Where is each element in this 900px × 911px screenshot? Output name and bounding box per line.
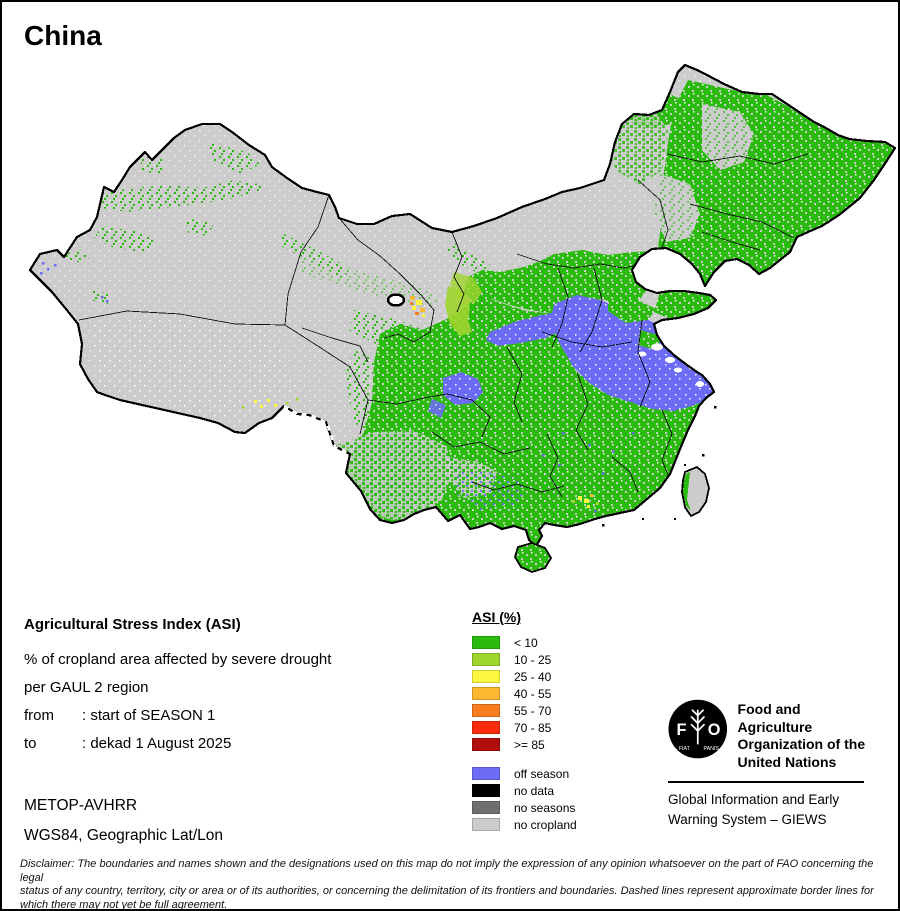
ne-gray-speckle [702, 104, 754, 170]
period-to-row: to : dekad 1 August 2025 [24, 730, 331, 758]
legend-extra-swatch [472, 767, 500, 780]
asi-class-swatch [472, 636, 500, 649]
asi-description-line2: per GAUL 2 region [24, 679, 149, 696]
asi-class-row: >= 85 [472, 736, 577, 753]
hetao-sparse [446, 240, 490, 274]
fao-motto-fiat: FIAT [679, 746, 691, 752]
asi-class-row: 25 - 40 [472, 668, 577, 685]
jilin-gray-speckle [654, 174, 700, 242]
fao-logo-letter-f: F [676, 721, 686, 739]
fao-motto-panis: PANIS [704, 746, 720, 752]
page-title: China [24, 20, 102, 51]
coastal-islands [602, 406, 717, 527]
guangdong-stress-dots [572, 494, 599, 508]
asi-class-label: 40 - 55 [514, 686, 552, 701]
asi-class-row: 40 - 55 [472, 685, 577, 702]
china-asi-map [28, 63, 897, 573]
asi-class-swatch [472, 738, 500, 751]
west-sichuan-sparse [346, 350, 376, 434]
asi-class-label: >= 85 [514, 737, 545, 752]
giews-line1: Global Information and Early [668, 792, 840, 807]
asi-class-swatch [472, 721, 500, 734]
legend-extras: off season no data no seasons no cropland [472, 765, 577, 833]
legend-extra-swatch [472, 818, 500, 831]
hainan-island [514, 542, 552, 573]
to-label: to [24, 735, 37, 752]
jiaodong-green [654, 292, 716, 318]
gansu-stress-cluster [410, 296, 425, 317]
legend-extra-row: no seasons [472, 799, 577, 816]
asi-class-row: 70 - 85 [472, 719, 577, 736]
shandong-hills-green [608, 296, 656, 323]
legend-extra-row: off season [472, 765, 577, 782]
giews-line2: Warning System – GIEWS [668, 811, 827, 827]
legend-classes: < 10 10 - 25 25 - 40 40 - 55 55 - 70 70 - 85 >… [472, 634, 577, 753]
kashgar-blue-dots [40, 262, 109, 303]
fao-logo-letter-o: O [708, 721, 721, 739]
ningxia-light-green [450, 272, 482, 304]
dashed-border-segment [283, 404, 351, 456]
asi-class-label: < 10 [514, 635, 538, 650]
fao-name-line2: Organization of the [737, 736, 866, 752]
map-info-block: Agricultural Stress Index (ASI) % of cro… [24, 616, 331, 758]
tibet-stress-dots [242, 398, 299, 409]
ne-sichuan-blue [443, 372, 483, 405]
fao-name: Food and Agriculture Organization of the… [738, 698, 873, 771]
from-value: : start of SEASON 1 [82, 707, 216, 724]
legend-extra-label: no cropland [514, 817, 577, 832]
region-northeast-green [658, 80, 895, 288]
fao-block: F O FIAT PANIS Food and Agriculture Orga… [668, 698, 873, 829]
legend-extra-row: no cropland [472, 816, 577, 833]
asi-class-row: < 10 [472, 634, 577, 651]
projection-name: WGS84, Geographic Lat/Lon [24, 827, 224, 844]
asi-class-swatch [472, 704, 500, 717]
wheat-icon [690, 709, 706, 745]
legend-extra-label: no seasons [514, 800, 576, 815]
region-off-season-blue [550, 295, 717, 411]
sensor-name: METOP-AVHRR [24, 797, 138, 814]
asi-description-line1: % of cropland area affected by severe dr… [24, 651, 332, 668]
sensor-block: METOP-AVHRR WGS84, Geographic Lat/Lon [24, 791, 223, 851]
province-boundaries [78, 153, 809, 498]
legend-extra-row: no data [472, 782, 577, 799]
qinghai-lake [386, 293, 406, 307]
legend-extra-swatch [472, 784, 500, 797]
fao-divider [668, 781, 864, 783]
region-north-band-green [464, 248, 664, 313]
legend-extra-label: no data [514, 783, 555, 798]
asi-class-swatch [472, 670, 500, 683]
disclaimer-line2: status of any country, territory, city o… [20, 885, 874, 898]
disclaimer-line3: which there may not yet be full agreemen… [20, 898, 228, 911]
legend: ASI (%) < 10 10 - 25 25 - 40 40 - 55 55 - 70… [472, 609, 577, 833]
asi-class-label: 70 - 85 [514, 720, 552, 735]
legend-extra-label: off season [514, 766, 570, 781]
asi-class-label: 55 - 70 [514, 703, 552, 718]
legend-extra-swatch [472, 801, 500, 814]
period-from-row: from : start of SEASON 1 [24, 702, 331, 730]
legend-title: ASI (%) [472, 609, 521, 625]
asi-heading: Agricultural Stress Index (ASI) [24, 616, 241, 633]
disclaimer-line1: Disclaimer: The boundaries and names sho… [20, 858, 874, 884]
plain-lakes [638, 343, 704, 387]
asi-class-row: 10 - 25 [472, 651, 577, 668]
fao-logo: F O FIAT PANIS [668, 699, 728, 759]
giews-caption: Global Information and Early Warning Sys… [668, 790, 873, 829]
asi-class-label: 10 - 25 [514, 652, 552, 667]
taiwan-island [681, 466, 710, 517]
from-label: from [24, 707, 54, 724]
chengdu-blue [428, 399, 446, 418]
asi-class-swatch [472, 653, 500, 666]
asi-class-label: 25 - 40 [514, 669, 552, 684]
wei-valley-blue [486, 312, 562, 346]
national-border [28, 63, 897, 548]
tibet-speckle [92, 314, 297, 422]
scattered-blue-dots [542, 432, 635, 513]
fao-name-line1: Food and Agriculture [737, 701, 813, 735]
fao-name-line3: United Nations [737, 753, 837, 770]
to-value: : dekad 1 August 2025 [82, 735, 232, 752]
disclaimer: Disclaimer: The boundaries and names sho… [20, 858, 886, 911]
asi-class-row: 55 - 70 [472, 702, 577, 719]
asi-class-swatch [472, 687, 500, 700]
